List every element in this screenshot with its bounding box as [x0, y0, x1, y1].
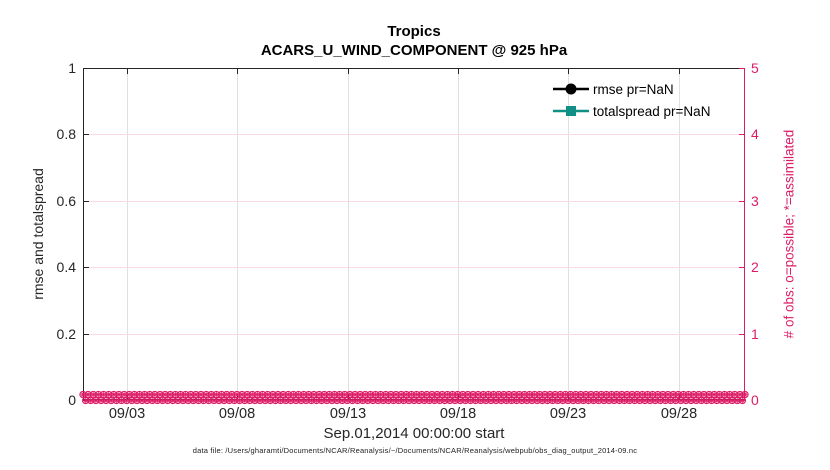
x-tick-mark [679, 68, 680, 74]
data-file-note: data file: /Users/gharamti/Documents/NCA… [192, 446, 638, 455]
plot-area: rmse pr=NaN totalspread pr=NaN [79, 68, 749, 405]
left-y-tick-mark [83, 334, 89, 335]
x-tick-label: 09/23 [549, 406, 587, 422]
left-y-tick-label: 0 [68, 392, 76, 408]
right-y-axis-label: # of obs: o=possible; *=assimilated [781, 129, 797, 339]
axis-spine-top [83, 68, 745, 69]
left-y-tick-mark [83, 68, 89, 69]
chart-subtitle: ACARS_U_WIND_COMPONENT @ 925 hPa [260, 42, 568, 59]
left-y-tick-mark [83, 267, 89, 268]
x-tick-mark [237, 68, 238, 74]
legend-label: rmse pr=NaN [593, 81, 674, 97]
legend-item: rmse pr=NaN [553, 78, 710, 100]
left-y-tick-mark [83, 201, 89, 202]
legend-line-square-marker-icon [553, 106, 589, 116]
right-y-tick-mark [739, 334, 745, 335]
legend-item: totalspread pr=NaN [553, 100, 710, 122]
right-y-tick-label: 1 [751, 326, 759, 342]
x-tick-mark [127, 68, 128, 74]
gridline-x [458, 68, 459, 400]
right-y-tick-mark [739, 201, 745, 202]
gridline-y [83, 201, 745, 202]
right-y-tick-label: 5 [751, 60, 759, 76]
x-tick-label: 09/28 [660, 406, 698, 422]
left-y-tick-label: 1 [68, 60, 76, 76]
x-tick-mark [348, 68, 349, 74]
chart-title: Tropics [387, 23, 441, 40]
right-y-tick-label: 2 [751, 259, 759, 275]
legend-label: totalspread pr=NaN [593, 103, 711, 119]
left-y-tick-label: 0.6 [56, 193, 76, 209]
left-y-tick-label: 0.8 [56, 126, 76, 142]
x-tick-mark [568, 68, 569, 74]
left-y-tick-label: 0.2 [56, 326, 76, 342]
right-y-tick-mark [739, 134, 745, 135]
right-y-tick-label: 4 [751, 126, 759, 142]
gridline-x [679, 68, 680, 400]
gridline-y [83, 334, 745, 335]
gridline-y [83, 267, 745, 268]
gridline-x [568, 68, 569, 400]
x-tick-mark [237, 394, 238, 400]
x-tick-mark [458, 68, 459, 74]
right-y-tick-mark [739, 267, 745, 268]
gridline-x [237, 68, 238, 400]
assimilated-asterisk-markers [80, 392, 748, 397]
x-tick-label: 09/08 [218, 406, 256, 422]
gridline-x [348, 68, 349, 400]
left-y-tick-mark [83, 134, 89, 135]
x-axis-label: Sep.01,2014 00:00:00 start [323, 425, 505, 442]
gridline-x [127, 68, 128, 400]
obs-count-marker-band [79, 390, 749, 405]
left-y-tick-label: 0.4 [56, 259, 76, 275]
legend: rmse pr=NaN totalspread pr=NaN [553, 78, 710, 122]
right-y-tick-mark [739, 68, 745, 69]
assimilated-asterisk-markers [83, 398, 745, 403]
gridline-y [83, 134, 745, 135]
left-y-axis-label: rmse and totalspread [30, 168, 46, 300]
right-y-tick-label: 3 [751, 193, 759, 209]
x-tick-label: 09/18 [439, 406, 477, 422]
right-y-tick-label: 0 [751, 392, 759, 408]
x-tick-label: 09/13 [329, 406, 367, 422]
x-tick-label: 09/03 [108, 406, 146, 422]
legend-line-circle-marker-icon [553, 83, 589, 95]
axis-spine-right [744, 68, 745, 400]
axis-spine-left [83, 68, 84, 400]
